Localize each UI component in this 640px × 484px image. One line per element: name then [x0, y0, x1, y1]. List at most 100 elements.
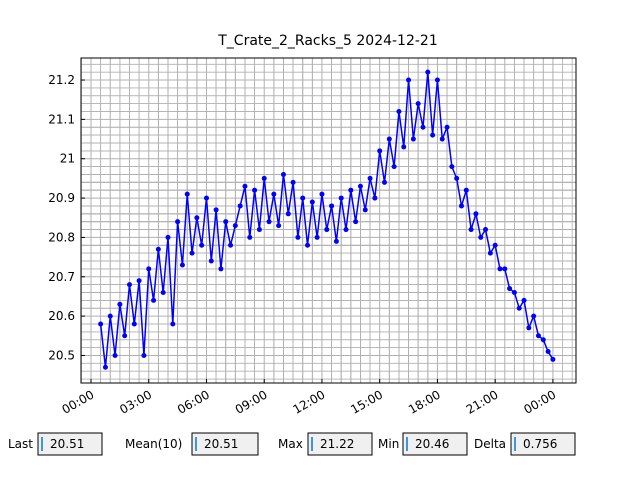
point: [401, 144, 407, 150]
point: [535, 333, 541, 339]
point: [502, 266, 508, 272]
point: [434, 77, 440, 83]
point: [165, 234, 171, 240]
point: [285, 211, 291, 217]
point: [396, 109, 402, 115]
point: [439, 136, 445, 142]
point: [203, 195, 209, 201]
point: [545, 349, 551, 355]
point: [179, 262, 185, 268]
y-tick-label: 20.7: [48, 270, 75, 284]
point: [382, 179, 388, 185]
point: [497, 266, 503, 272]
point: [102, 364, 108, 370]
stat-label: Min: [378, 437, 399, 451]
point: [151, 297, 157, 303]
point: [300, 195, 306, 201]
point: [415, 101, 421, 107]
point: [280, 171, 286, 177]
stat-box: [37, 432, 103, 456]
stat-box: [191, 432, 259, 456]
point: [478, 234, 484, 240]
x-tick-label: 21:00: [464, 387, 501, 416]
point: [290, 179, 296, 185]
point: [141, 352, 147, 358]
stat-value: 20.51: [50, 437, 84, 451]
point: [521, 297, 527, 303]
point: [276, 223, 282, 229]
x-tick-label: 15:00: [348, 387, 385, 416]
point: [112, 352, 118, 358]
point: [160, 290, 166, 296]
point: [333, 238, 339, 244]
point: [175, 219, 181, 225]
point: [458, 203, 464, 209]
point: [386, 136, 392, 142]
chart-title: T_Crate_2_Racks_5 2024-12-21: [217, 33, 438, 49]
stat-label: Max: [278, 437, 303, 451]
point: [223, 219, 229, 225]
point: [473, 211, 479, 217]
x-tick-label: 03:00: [117, 387, 154, 416]
stat-box: [307, 432, 373, 456]
point: [319, 191, 325, 197]
stat-box: [510, 432, 576, 456]
point: [372, 195, 378, 201]
point: [126, 282, 132, 288]
point: [271, 191, 277, 197]
point: [362, 207, 368, 213]
point: [492, 242, 498, 248]
point: [410, 136, 416, 142]
point: [531, 313, 537, 319]
point: [155, 246, 161, 252]
stat-value: 20.51: [204, 437, 238, 451]
point: [228, 242, 234, 248]
point: [170, 321, 176, 327]
point: [218, 266, 224, 272]
y-tick-label: 21.1: [48, 112, 75, 126]
point: [199, 242, 205, 248]
stat-box: [402, 432, 468, 456]
point: [261, 175, 267, 181]
point: [348, 187, 354, 193]
point: [516, 305, 522, 311]
point: [367, 175, 373, 181]
point: [357, 183, 363, 189]
x-tick-label: 18:00: [406, 387, 443, 416]
stat-value: 20.46: [415, 437, 449, 451]
point: [242, 183, 248, 189]
point: [189, 250, 195, 256]
point: [343, 227, 349, 233]
point: [136, 278, 142, 284]
point: [329, 203, 335, 209]
point: [425, 69, 431, 75]
point: [295, 234, 301, 240]
point: [483, 227, 489, 233]
y-tick-label: 21.2: [48, 73, 75, 87]
point: [117, 301, 123, 307]
point: [338, 195, 344, 201]
stat-value: 0.756: [523, 437, 557, 451]
point: [252, 187, 258, 193]
point: [247, 234, 253, 240]
point: [314, 234, 320, 240]
point: [449, 164, 455, 170]
point: [194, 215, 200, 221]
point: [237, 203, 243, 209]
x-tick-label: 09:00: [233, 387, 270, 416]
point: [487, 250, 493, 256]
point: [305, 242, 311, 248]
point: [232, 223, 238, 229]
point: [468, 227, 474, 233]
y-tick-label: 20.6: [48, 309, 75, 323]
point: [526, 325, 532, 331]
point: [131, 321, 137, 327]
point: [420, 124, 426, 130]
x-tick-label: 06:00: [175, 387, 212, 416]
stat-label: Delta: [474, 437, 506, 451]
stat-label: Last: [8, 437, 33, 451]
point: [353, 219, 359, 225]
point: [430, 132, 436, 138]
point: [391, 164, 397, 170]
point: [463, 187, 469, 193]
